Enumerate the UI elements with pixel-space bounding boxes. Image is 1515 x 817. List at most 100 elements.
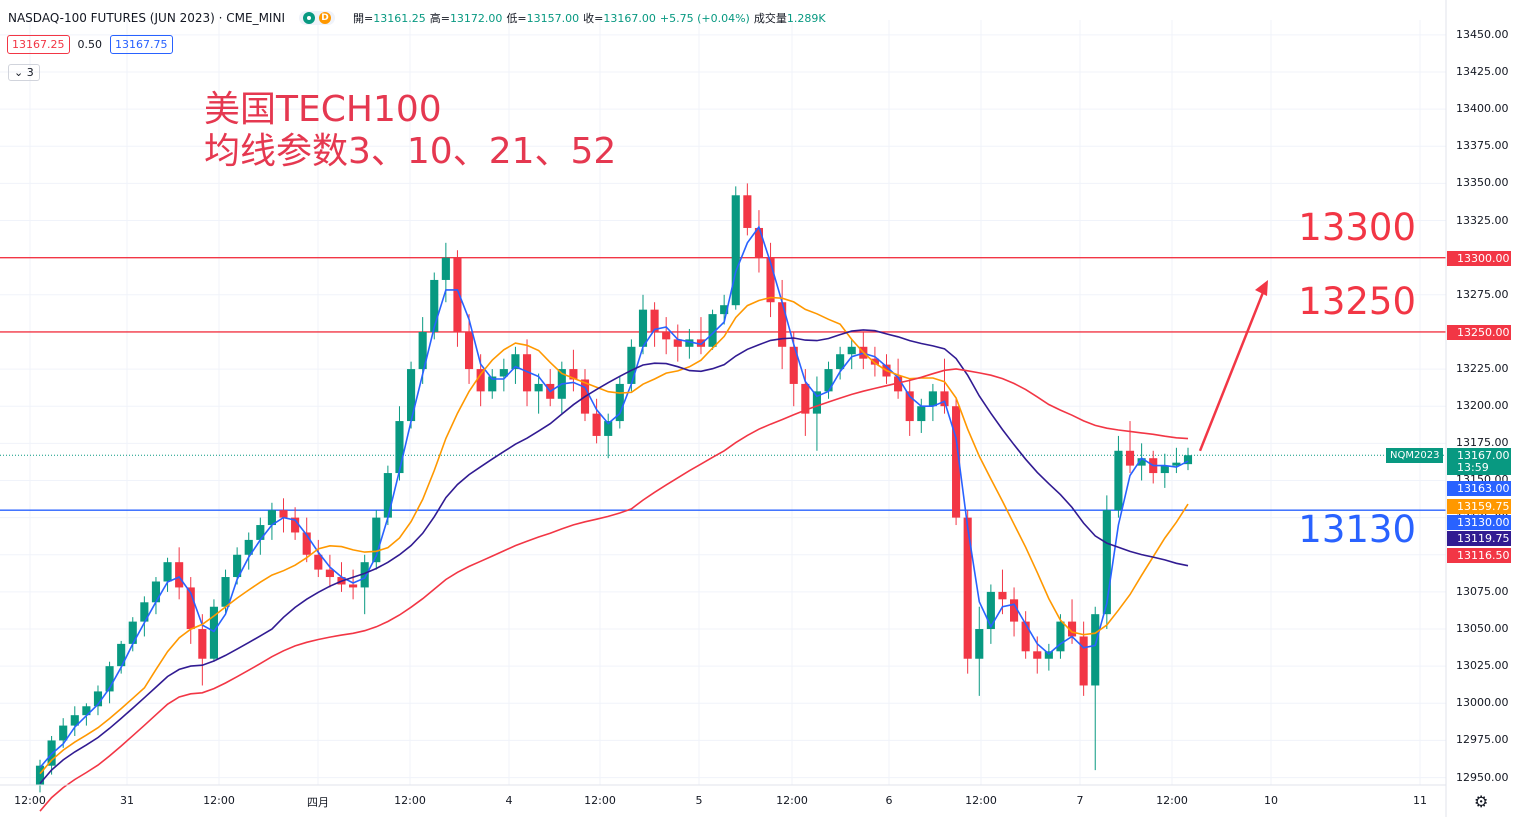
candle-body [198,629,207,659]
candle-body [1137,458,1146,466]
time-axis-label: 11 [1413,794,1427,807]
price-axis-label: 13175.00 [1456,436,1509,450]
candle-body [696,339,706,347]
candle-body [70,715,79,726]
gear-icon[interactable]: ⚙ [1474,792,1489,811]
candle [70,706,79,736]
candle [638,294,648,355]
candle-body [592,413,601,436]
moving-average-3 [39,225,1189,769]
ohlc-value: 13172.00 [449,12,503,25]
candle [685,328,694,359]
ohlc-value: 13161.25 [373,12,426,25]
price-axis-label: 13375.00 [1456,139,1509,153]
time-axis-label: 6 [885,794,893,807]
candle-body [986,591,995,630]
bid-price[interactable]: 13167.25 [7,35,70,54]
candle-body [743,195,752,228]
candle [140,596,149,637]
candle [522,339,532,407]
candle [47,735,56,775]
candle-body [604,421,613,436]
price-axis-label: 13325.00 [1456,213,1509,227]
candle-body [1183,455,1193,465]
ask-price[interactable]: 13167.75 [110,35,173,54]
level-label: 13130 [1298,508,1416,552]
ohlc-key: 成交量 [753,12,787,25]
candle [151,577,161,615]
candle-body [685,339,694,347]
candle [650,302,659,347]
candle-body [638,309,648,347]
ohlc-key: 高= [429,12,450,25]
candle [1033,636,1042,674]
candle [372,510,381,570]
level-label: 13250 [1298,279,1416,323]
time-axis-label: 四月 [307,796,329,809]
candle-body [209,606,218,659]
candle [186,577,195,644]
ohlc-value: 1.289K [786,12,826,25]
price-tag: 13300.00 [1447,250,1511,266]
candle [940,358,949,414]
candle [986,584,995,644]
candle-body [975,629,984,659]
candle-body [998,591,1007,600]
arrow-head [1255,279,1268,296]
candle [441,242,450,303]
time-axis-label: 12:00 [776,794,808,807]
candle-body [430,279,439,332]
symbol-title[interactable]: NASDAQ-100 FUTURES (JUN 2023) · CME_MINI [8,11,285,25]
time-axis-label: 12:00 [394,794,426,807]
candle [1183,447,1193,471]
spread-value: 0.50 [77,38,103,51]
price-tag: 13116.50 [1447,547,1511,563]
candle [708,309,717,350]
candle-body [1172,462,1181,466]
candle [1021,611,1030,659]
candle-body [615,383,624,422]
price-axis-label: 12950.00 [1456,770,1509,784]
candle-body [314,554,323,570]
candle [175,547,184,600]
time-axis-label: 12:00 [1156,794,1188,807]
ohlc-readout: 開=13161.25 高=13172.00 低=13157.00 收=13167.00… [353,10,830,26]
candle-body [372,517,381,563]
ohlc-value: 13157.00 [526,12,580,25]
candle [836,346,845,380]
price-axis-label: 13075.00 [1456,584,1509,598]
candle [464,314,474,384]
price-axis-label: 13225.00 [1456,362,1509,376]
level-label: 13300 [1298,205,1416,249]
candle-body [499,369,508,377]
candle-body [59,725,68,741]
status-dots[interactable]: D [299,11,335,25]
candle [407,361,416,429]
candle [604,413,613,459]
candle [754,210,764,273]
candle-body [870,358,879,365]
candle-body [1010,599,1019,622]
price-axis-label: 13000.00 [1456,696,1509,710]
candle [163,557,172,592]
candle [1010,587,1019,637]
candle-body [1044,651,1053,659]
candle [673,324,682,362]
candle-body [1160,465,1169,474]
candle-body [1056,621,1065,652]
candle [35,759,45,793]
ohlc-key: 開= [353,12,374,25]
level-lines [0,257,1446,511]
candle [905,379,914,436]
candles [35,183,1193,793]
indicator-collapse-button[interactable]: ⌄ 3 [8,64,40,81]
candle-body [569,369,578,380]
candle-body [291,517,300,533]
ohlc-key: 低= [506,12,527,25]
candle-body [650,309,659,332]
arrow-shaft [1198,289,1266,452]
candle [488,369,497,399]
time-axis-label: 10 [1264,794,1278,807]
candle-body [1102,510,1111,615]
